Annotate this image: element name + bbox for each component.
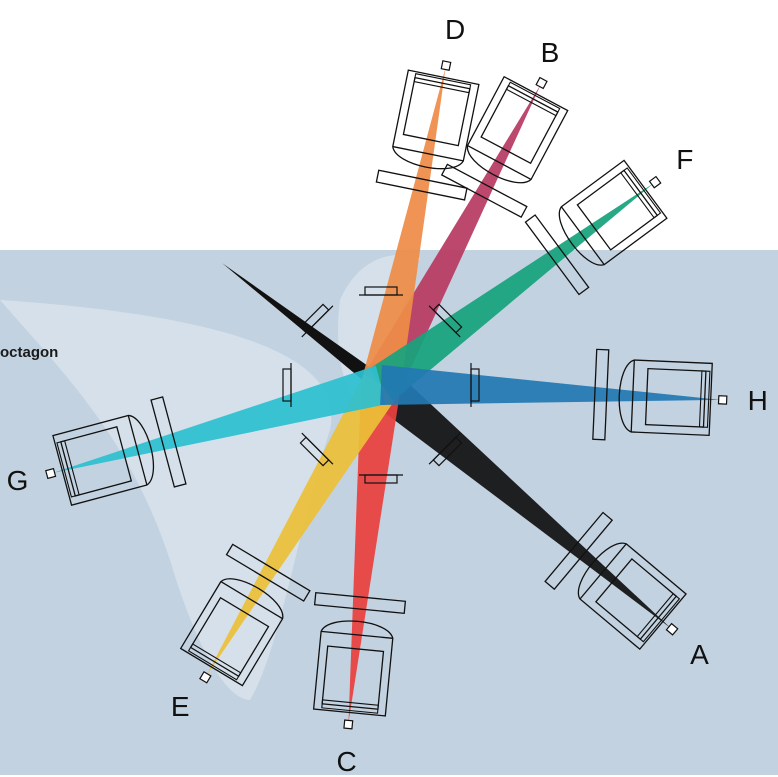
label-b: B — [540, 36, 560, 68]
extra-beam — [222, 263, 386, 392]
beam-c — [348, 383, 401, 723]
octagon-window — [359, 286, 403, 296]
detector-unit-a — [544, 511, 687, 651]
label-e: E — [170, 691, 190, 722]
detector-unit-e — [179, 543, 311, 687]
side-label: octagon — [0, 344, 59, 361]
detector-unit-g — [45, 396, 187, 506]
octagon-window — [299, 303, 334, 338]
beam-d — [361, 67, 446, 389]
octagon-window — [428, 432, 463, 467]
octagon-window — [470, 363, 480, 407]
background-top — [0, 0, 778, 250]
beam-f — [369, 183, 654, 402]
label-a: A — [690, 638, 709, 670]
beam-h — [380, 365, 721, 405]
detector-unit-f — [524, 159, 668, 296]
detector-unit-h — [592, 348, 728, 441]
octagon-windows — [282, 286, 480, 484]
label-c: C — [336, 746, 357, 777]
beam-e — [206, 374, 399, 676]
label-h: H — [747, 385, 768, 417]
detector-unit-b — [440, 75, 569, 219]
beam-a — [368, 369, 671, 628]
detector-unit-c — [312, 591, 407, 730]
detector-unit-d — [375, 60, 480, 201]
label-d: D — [444, 14, 466, 46]
octagon-window — [428, 303, 463, 338]
octagon-window — [359, 474, 403, 484]
label-f: F — [676, 144, 694, 176]
octagon-window — [299, 432, 334, 467]
label-g: G — [6, 465, 29, 497]
octagon-window — [282, 363, 292, 407]
detector-units — [45, 60, 728, 730]
